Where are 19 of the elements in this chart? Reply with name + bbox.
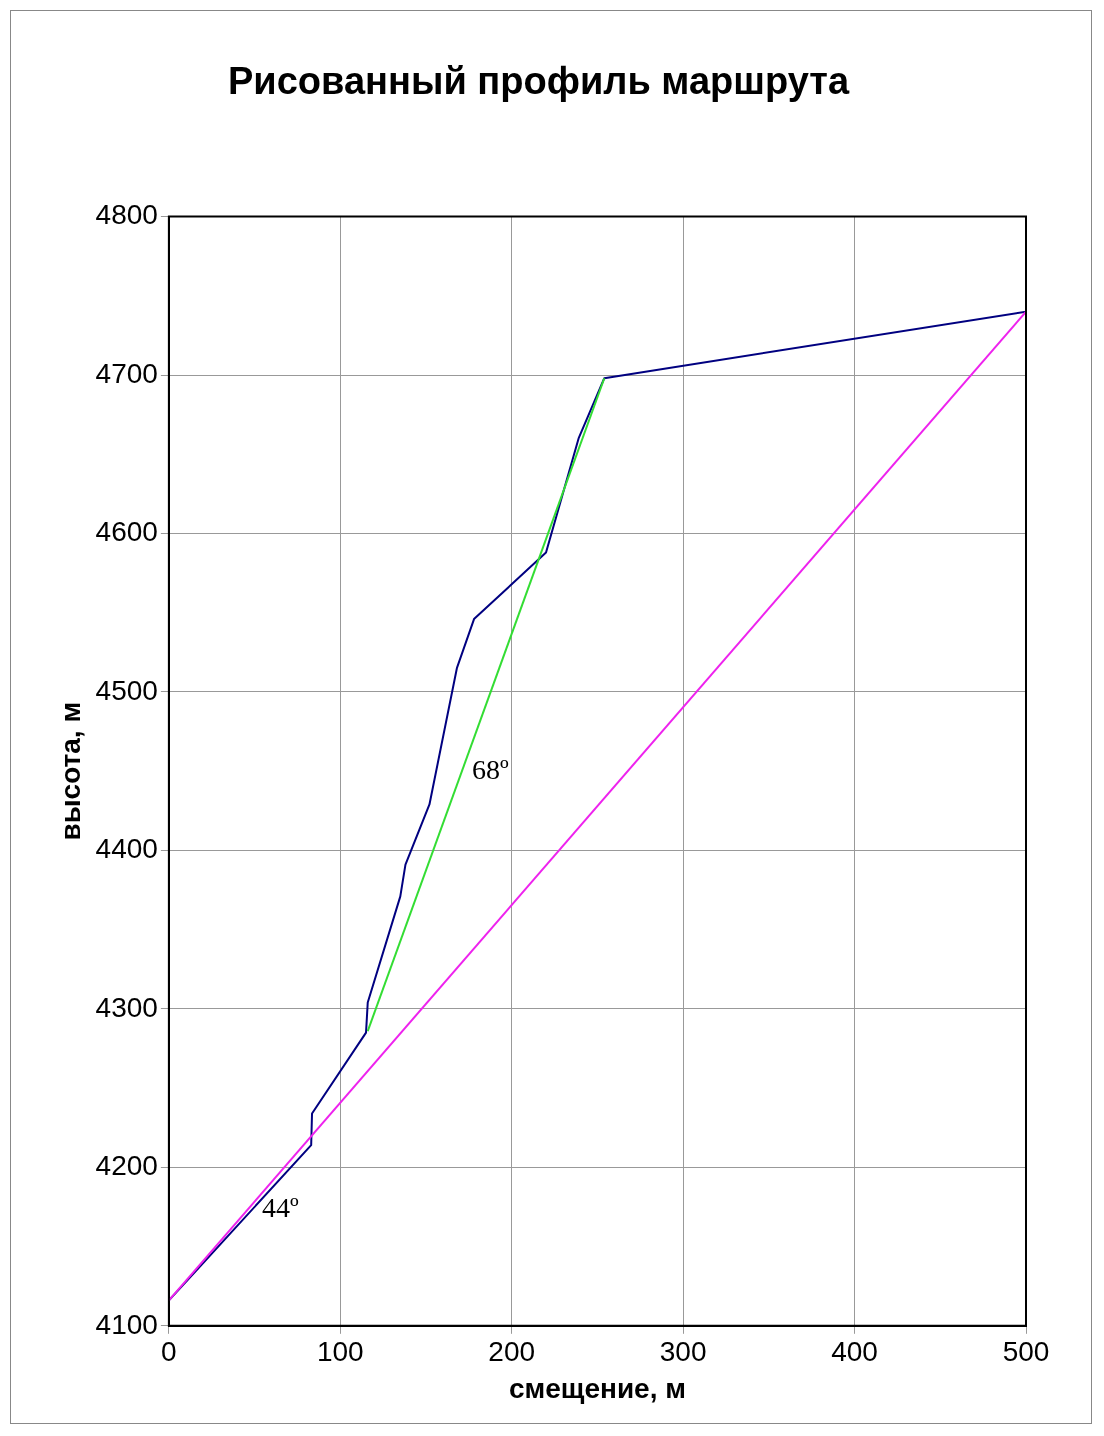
- y-tick-label: 4800: [95, 199, 158, 231]
- y-tick-label: 4200: [95, 1150, 158, 1182]
- x-axis-title: смещение, м: [508, 1372, 686, 1404]
- y-tick-label: 4100: [95, 1308, 158, 1340]
- x-tick-label: 100: [316, 1336, 364, 1368]
- annotation: 68º: [471, 753, 509, 785]
- y-tick-label: 4600: [95, 516, 158, 548]
- chart-title: Рисованный профиль маршрута: [227, 60, 850, 103]
- x-tick-label: 400: [831, 1336, 878, 1368]
- x-tick-label: 200: [488, 1336, 536, 1368]
- y-tick-label: 4300: [95, 991, 158, 1023]
- annotation: 44º: [261, 1191, 299, 1223]
- y-axis-title: высота, м: [54, 701, 86, 841]
- x-tick-label: 0: [161, 1336, 177, 1368]
- x-tick-label: 500: [1002, 1336, 1050, 1368]
- y-tick-label: 4500: [95, 674, 158, 706]
- x-tick-label: 300: [659, 1336, 707, 1368]
- y-tick-label: 4700: [95, 357, 158, 389]
- y-tick-label: 4400: [95, 833, 158, 865]
